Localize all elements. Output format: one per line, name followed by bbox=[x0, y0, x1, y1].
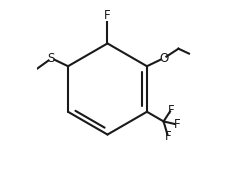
Text: S: S bbox=[48, 52, 55, 65]
Text: F: F bbox=[104, 9, 111, 22]
Text: F: F bbox=[165, 130, 171, 143]
Text: F: F bbox=[174, 117, 180, 130]
Text: F: F bbox=[168, 104, 175, 117]
Text: O: O bbox=[159, 52, 168, 65]
